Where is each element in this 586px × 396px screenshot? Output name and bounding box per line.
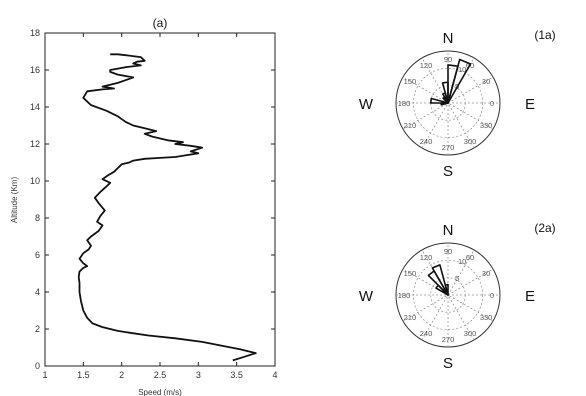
y-axis-label: Altitude (Km) bbox=[10, 177, 19, 224]
angle-tick-label: 240 bbox=[420, 329, 433, 338]
compass-w: W bbox=[359, 288, 374, 305]
x-tick-label: 4 bbox=[272, 370, 277, 380]
rose-petal bbox=[442, 96, 449, 104]
panel-label: (2a) bbox=[534, 221, 555, 235]
angle-tick-label: 60 bbox=[466, 253, 474, 262]
angle-tick-label: 0 bbox=[490, 99, 494, 108]
angle-tick-label: 90 bbox=[444, 247, 452, 256]
panel-label: (1a) bbox=[534, 28, 555, 42]
radial-tick-label: 5 bbox=[455, 274, 459, 283]
x-ticks: 1 1.5 2 2.5 3 3.5 4 bbox=[42, 33, 278, 380]
x-tick-label: 1.5 bbox=[77, 370, 90, 380]
angle-tick-label: 90 bbox=[444, 55, 452, 64]
angle-tick-label: 240 bbox=[420, 137, 433, 146]
angle-tick-label: 270 bbox=[442, 143, 455, 152]
angle-tick-label: 330 bbox=[480, 313, 493, 322]
y-tick-label: 18 bbox=[30, 28, 40, 38]
angle-tick-label: 0 bbox=[490, 291, 494, 300]
y-tick-label: 4 bbox=[35, 287, 40, 297]
y-tick-label: 14 bbox=[30, 102, 40, 112]
angle-tick-label: 180 bbox=[398, 291, 411, 300]
y-tick-label: 16 bbox=[30, 65, 40, 75]
angle-tick-label: 330 bbox=[480, 121, 493, 130]
radial-tick-label: 10 bbox=[458, 257, 466, 266]
angle-tick-label: 30 bbox=[482, 77, 490, 86]
y-tick-label: 2 bbox=[35, 324, 40, 334]
compass-s: S bbox=[443, 163, 453, 180]
x-axis-label: Speed (m/s) bbox=[138, 388, 182, 396]
angle-tick-label: 30 bbox=[482, 269, 490, 278]
angle-tick-label: 210 bbox=[404, 121, 417, 130]
angle-tick-label: 120 bbox=[420, 253, 433, 262]
x-tick-label: 2 bbox=[119, 370, 124, 380]
rose-petal bbox=[440, 102, 449, 106]
radial-tick-label: 10 bbox=[458, 65, 466, 74]
angle-tick-label: 270 bbox=[442, 335, 455, 344]
x-tick-label: 3.5 bbox=[230, 370, 243, 380]
x-tick-label: 2.5 bbox=[154, 370, 167, 380]
wind-rose-1a: 0306090120150180210240270300330510NSEW(1… bbox=[359, 28, 556, 180]
y-tick-label: 8 bbox=[35, 213, 40, 223]
angle-tick-label: 180 bbox=[398, 99, 411, 108]
compass-n: N bbox=[443, 222, 454, 239]
speed-altitude-panel: (a) Speed (m/s) Altitude (Km) 1 1.5 2 2.5 3 3… bbox=[10, 16, 278, 396]
y-ticks: 0 2 4 6 8 10 12 14 16 18 bbox=[30, 28, 275, 371]
compass-n: N bbox=[443, 30, 454, 47]
x-tick-label: 3 bbox=[196, 370, 201, 380]
compass-s: S bbox=[443, 355, 453, 372]
rose-petal bbox=[435, 284, 449, 296]
y-tick-label: 12 bbox=[30, 139, 40, 149]
compass-e: E bbox=[525, 96, 535, 113]
y-tick-label: 6 bbox=[35, 250, 40, 260]
chart-title: (a) bbox=[153, 16, 168, 30]
y-tick-label: 0 bbox=[35, 361, 40, 371]
angle-tick-label: 300 bbox=[464, 137, 477, 146]
plot-frame bbox=[44, 32, 276, 367]
rose-petal bbox=[444, 283, 449, 296]
angle-tick-label: 150 bbox=[404, 269, 417, 278]
angle-tick-label: 210 bbox=[404, 313, 417, 322]
angle-tick-label: 150 bbox=[404, 77, 417, 86]
series-line-speed bbox=[77, 53, 257, 362]
x-tick-label: 1 bbox=[42, 370, 47, 380]
angle-tick-label: 300 bbox=[464, 329, 477, 338]
compass-w: W bbox=[359, 96, 374, 113]
rose-petal bbox=[429, 97, 449, 104]
compass-e: E bbox=[525, 288, 535, 305]
angle-tick-label: 120 bbox=[420, 61, 433, 70]
y-tick-label: 10 bbox=[30, 176, 40, 186]
